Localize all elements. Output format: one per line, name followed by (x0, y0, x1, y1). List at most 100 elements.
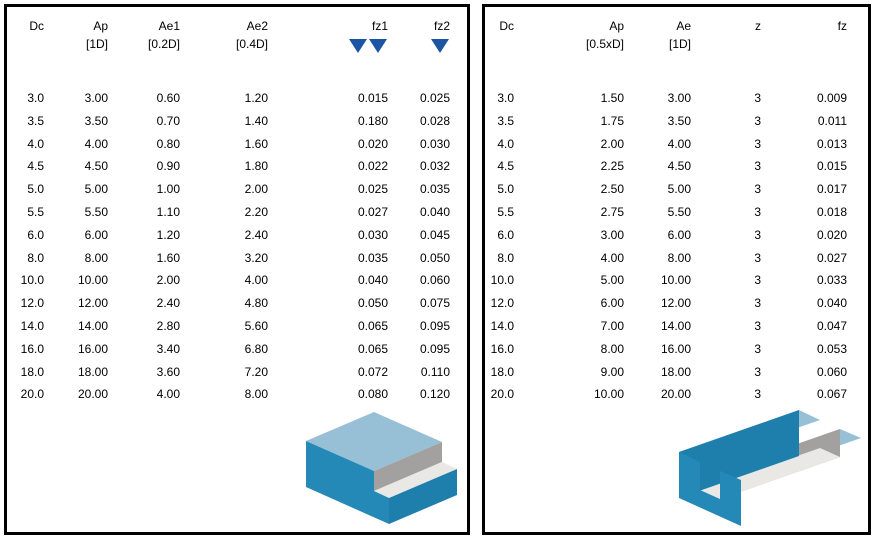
data-cell: 10.00 (660, 273, 691, 288)
data-cell: 2.40 (244, 227, 268, 242)
data-cell: 4.50 (667, 159, 691, 174)
col-subheader-fz (771, 35, 857, 87)
data-cell: 0.030 (357, 227, 388, 242)
table-row: 5.0 2.50 5.00 3 0.017 (489, 178, 857, 201)
col-header-fz: fz (837, 19, 847, 33)
data-cell: 0.017 (816, 182, 847, 197)
table-row: 4.5 4.50 0.90 1.80 0.022 0.032 (9, 155, 460, 178)
table-row: 12.0 12.00 2.40 4.80 0.050 0.075 (9, 292, 460, 315)
data-cell: 3 (754, 113, 761, 128)
data-cell: 1.60 (156, 250, 180, 265)
block-right-face (389, 469, 457, 524)
data-cell: 0.025 (357, 182, 388, 197)
data-cell: 0.080 (357, 387, 388, 402)
data-cell: 4.00 (667, 136, 691, 151)
data-cell: 0.120 (419, 387, 450, 402)
data-cell: 3.50 (667, 113, 691, 128)
data-cell: 8.0 (497, 250, 514, 265)
data-cell: 0.020 (816, 227, 847, 242)
data-cell: 12.0 (20, 296, 44, 311)
col-subheader-ap: [0.5xD] (585, 37, 624, 51)
col-header-dc: Dc (499, 19, 514, 33)
col-subheader-dc (489, 35, 524, 87)
table-row: 3.0 3.00 0.60 1.20 0.015 0.025 (9, 87, 460, 110)
data-cell: 3.50 (84, 113, 108, 128)
data-cell: 0.035 (419, 182, 450, 197)
col-subheader-ae: [1D] (668, 37, 691, 51)
data-cell: 16.0 (20, 341, 44, 356)
table-row: 14.0 14.00 2.80 5.60 0.065 0.095 (9, 315, 460, 338)
data-cell: 1.00 (156, 182, 180, 197)
data-cell: 3 (754, 182, 761, 197)
triangle-down-icon (431, 39, 449, 53)
data-cell: 3 (754, 296, 761, 311)
data-cell: 0.70 (156, 113, 180, 128)
data-cell: 6.00 (667, 227, 691, 242)
data-cell: 4.00 (84, 136, 108, 151)
table-row: 5.5 5.50 1.10 2.20 0.027 0.040 (9, 201, 460, 224)
data-cell: 2.50 (600, 182, 624, 197)
data-cell: 0.022 (357, 159, 388, 174)
data-cell: 20.0 (490, 387, 514, 402)
col-header-fz2: fz2 (433, 19, 450, 33)
data-cell: 10.0 (20, 273, 44, 288)
data-cell: 5.00 (600, 273, 624, 288)
table-row: 18.0 9.00 18.00 3 0.060 (489, 361, 857, 384)
data-cell: 0.075 (419, 296, 450, 311)
side-milling-cutting-data-table: Dc Ap Ae1 Ae2 fz1 fz2 [1D] [0.2D] [0.4D] 3.0 3.00 0… (9, 9, 460, 406)
data-cell: 5.5 (27, 204, 44, 219)
data-cell: 4.5 (497, 159, 514, 174)
data-cell: 0.053 (816, 341, 847, 356)
data-cell: 0.095 (419, 341, 450, 356)
data-cell: 3 (754, 387, 761, 402)
data-cell: 3.00 (84, 91, 108, 105)
data-cell: 3 (754, 250, 761, 265)
data-cell: 8.00 (84, 250, 108, 265)
data-cell: 0.050 (419, 250, 450, 265)
data-cell: 4.0 (497, 136, 514, 151)
data-cell: 0.047 (816, 318, 847, 333)
col-header-dc: Dc (29, 19, 44, 33)
table-row: 14.0 7.00 14.00 3 0.047 (489, 315, 857, 338)
data-cell: 3.60 (156, 364, 180, 379)
data-cell: 0.065 (357, 341, 388, 356)
data-cell: 8.00 (244, 387, 268, 402)
data-cell: 3.20 (244, 250, 268, 265)
data-cell: 18.00 (660, 364, 691, 379)
data-cell: 7.00 (600, 318, 624, 333)
table-row: 8.0 8.00 1.60 3.20 0.035 0.050 (9, 247, 460, 270)
table-row: 16.0 8.00 16.00 3 0.053 (489, 338, 857, 361)
col-subheader-ae1: [0.2D] (147, 37, 180, 51)
data-cell: 0.027 (357, 204, 388, 219)
data-cell: 12.00 (660, 296, 691, 311)
data-cell: 5.50 (84, 204, 108, 219)
step-riser-face (374, 442, 442, 491)
slot-milling-illustration (679, 410, 861, 526)
table-row: 5.0 5.00 1.00 2.00 0.025 0.035 (9, 178, 460, 201)
table-row: 3.5 3.50 0.70 1.40 0.180 0.028 (9, 110, 460, 133)
data-cell: 3.5 (497, 113, 514, 128)
data-cell: 0.180 (357, 113, 388, 128)
data-cell: 1.20 (156, 227, 180, 242)
data-cell: 5.60 (244, 318, 268, 333)
data-cell: 8.00 (667, 250, 691, 265)
table-row: 4.5 2.25 4.50 3 0.015 (489, 155, 857, 178)
data-cell: 0.040 (357, 273, 388, 288)
col-header-ae1: Ae1 (158, 19, 180, 33)
col-subheader-z (701, 35, 771, 87)
data-cell: 16.00 (660, 341, 691, 356)
data-cell: 3 (754, 341, 761, 356)
data-cell: 0.018 (816, 204, 847, 219)
data-cell: 6.00 (600, 296, 624, 311)
data-cell: 4.80 (244, 296, 268, 311)
feed-direction-markers-fz2 (398, 35, 460, 87)
table-row: 18.0 18.00 3.60 7.20 0.072 0.110 (9, 361, 460, 384)
data-cell: 5.5 (497, 204, 514, 219)
slot-milling-data-panel: Dc Ap Ae z fz [0.5xD] [1D] 3.0 1.50 3.00 3 0.009 3.5… (482, 4, 871, 535)
data-cell: 2.25 (600, 159, 624, 174)
col-header-ae: Ae (676, 19, 691, 33)
data-cell: 5.50 (667, 204, 691, 219)
data-cell: 0.020 (357, 136, 388, 151)
col-header-fz1: fz1 (371, 19, 388, 33)
